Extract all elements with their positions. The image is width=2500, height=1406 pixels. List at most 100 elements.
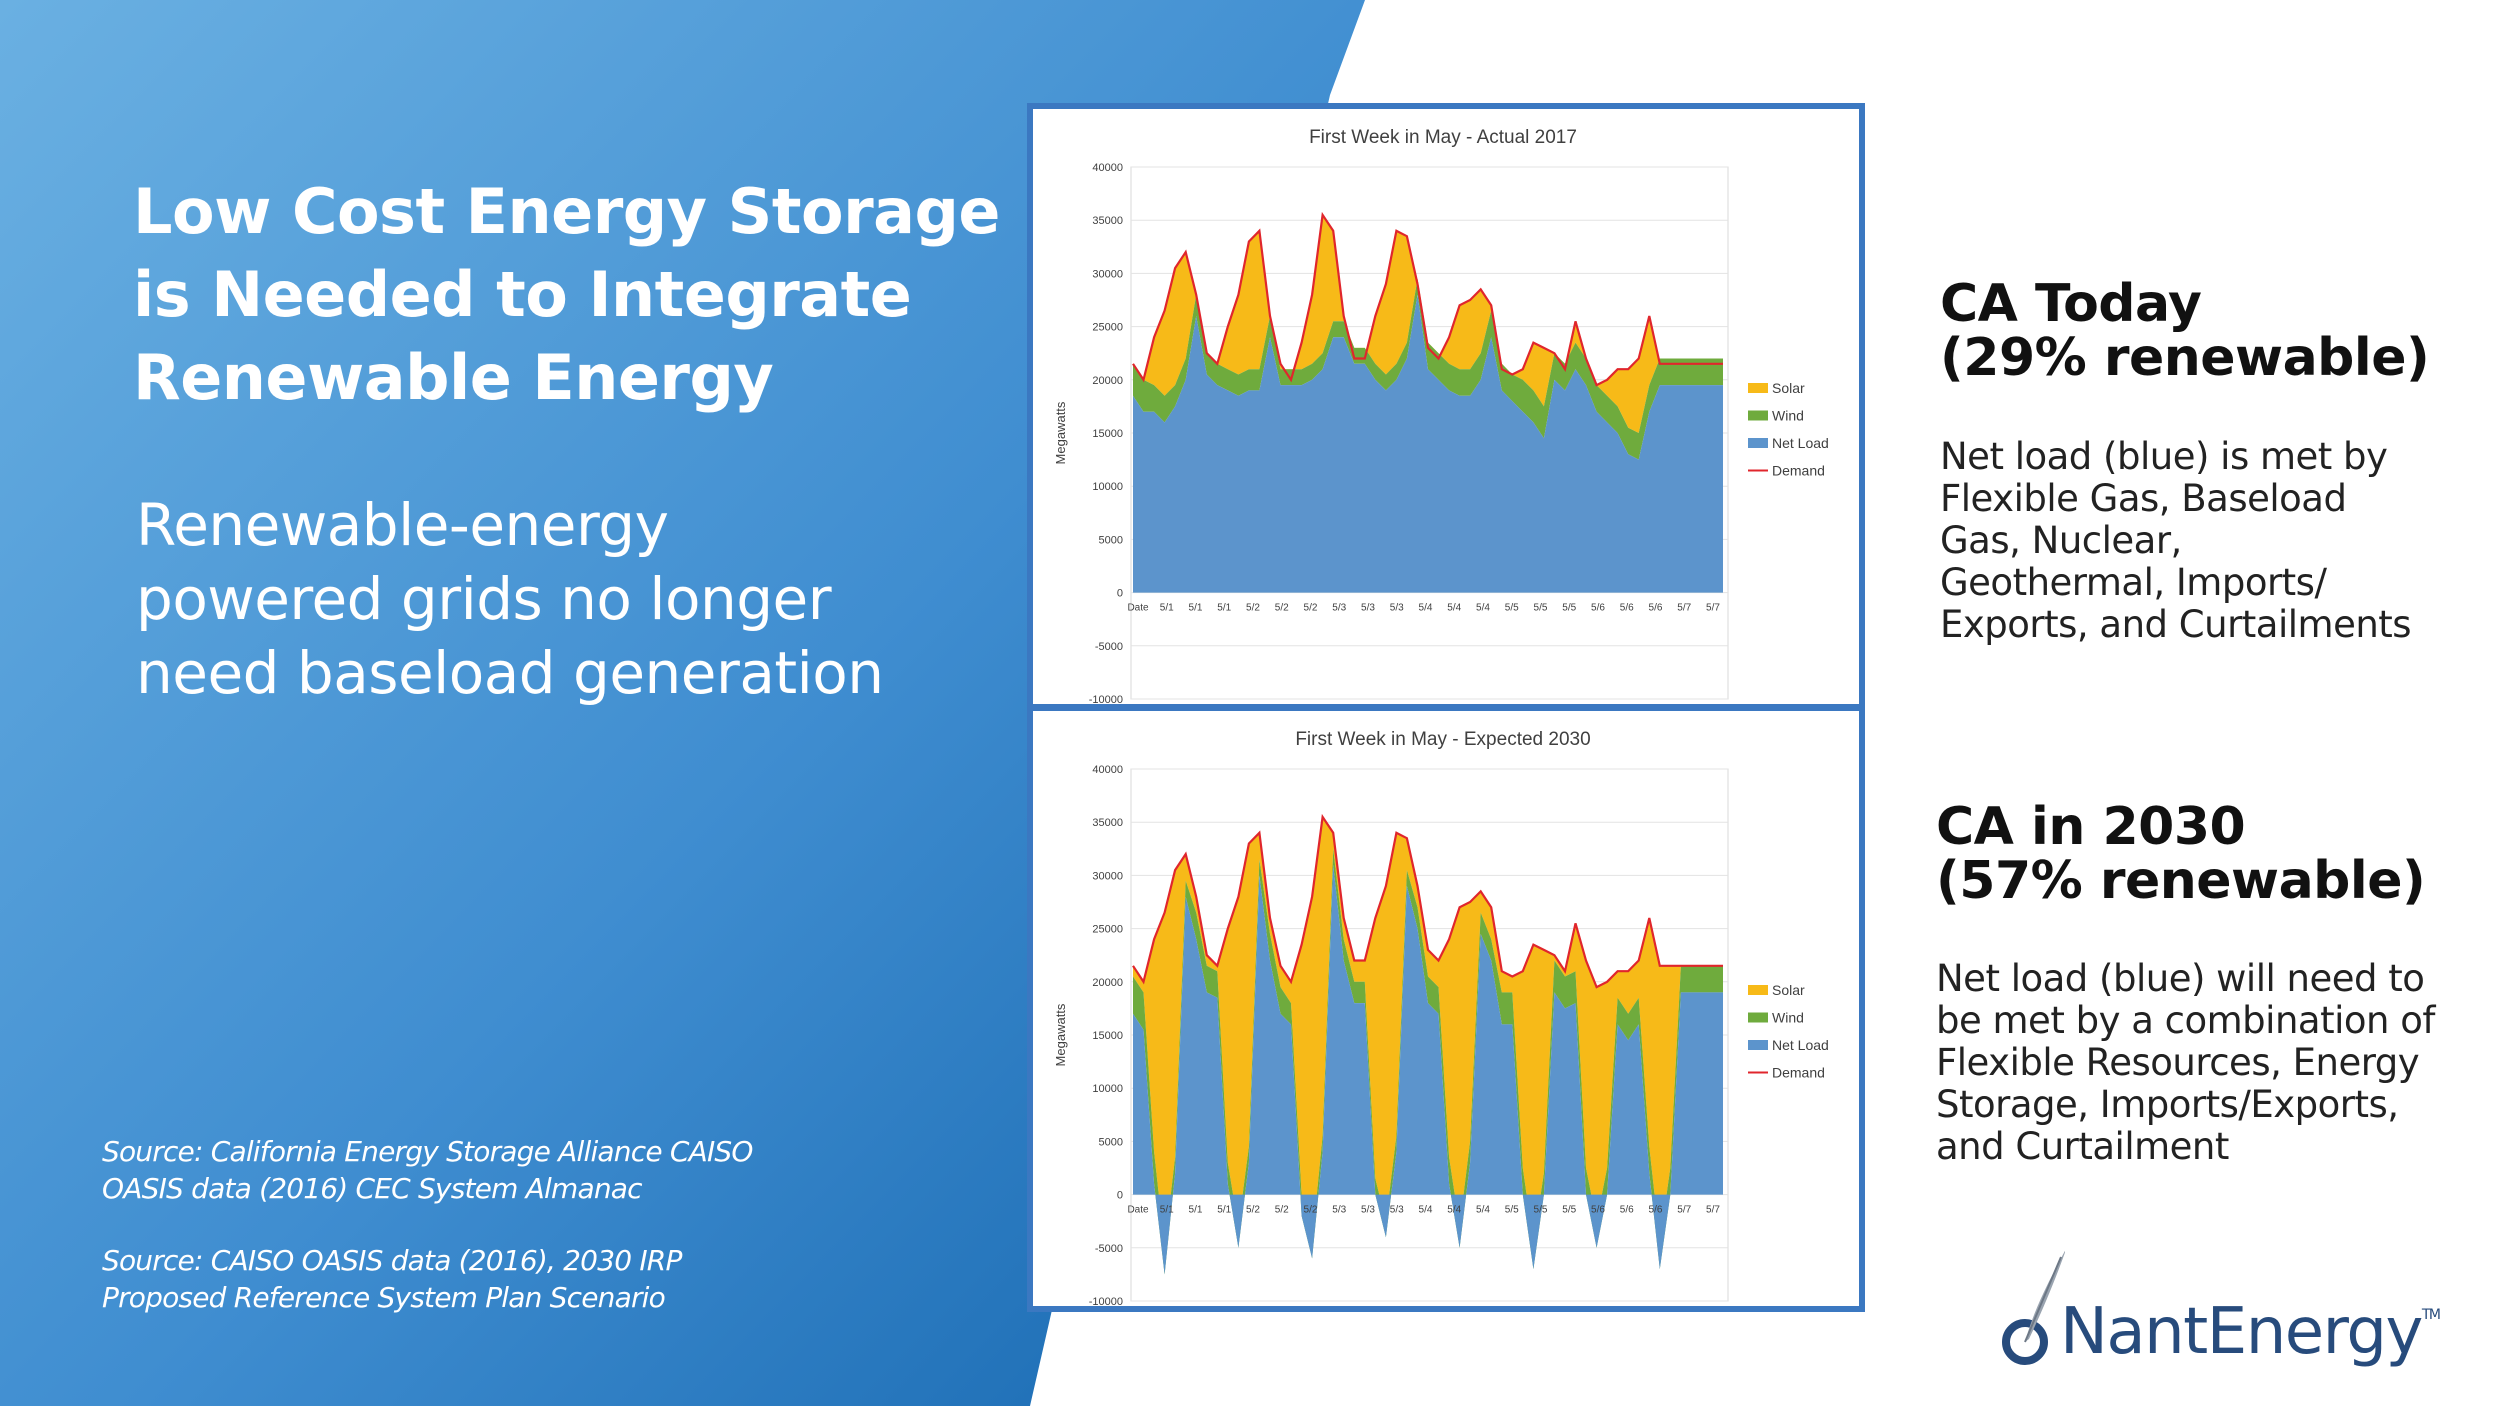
ca-today-desc-line: Flexible Gas, Baseload	[1940, 477, 2347, 520]
subtitle-line-2: powered grids no longer	[136, 565, 832, 633]
headline-line-2: is Needed to Integrate	[133, 258, 912, 331]
subtitle-line-3: need baseload generation	[136, 639, 884, 707]
x-tick-label: 5/5	[1562, 1205, 1576, 1216]
source-2-line-1: Source: CAISO OASIS data (2016), 2030 IR…	[102, 1244, 682, 1277]
chart-expected-2030: First Week in May - Expected 2030 40000 35…	[1053, 729, 1829, 1308]
legend-swatch	[1748, 383, 1768, 393]
x-tick-label: 5/7	[1706, 1205, 1720, 1216]
x-tick-label: 5/2	[1304, 603, 1318, 614]
legend-label: Solar	[1772, 982, 1805, 998]
x-tick-label: 5/3	[1361, 1205, 1375, 1216]
y-tick-label: -5000	[1095, 641, 1123, 653]
y-tick-label: 15000	[1092, 1030, 1123, 1042]
x-tick-label: 5/5	[1534, 603, 1548, 614]
legend-label: Demand	[1772, 463, 1825, 479]
x-tick-label: 5/3	[1390, 603, 1404, 614]
x-tick-label: Date	[1127, 603, 1149, 614]
y-tick-label: 10000	[1092, 1083, 1123, 1095]
chart-panel-2017: First Week in May - Actual 2017 40000 3500…	[1027, 103, 1865, 710]
subtitle: Renewable-energy powered grids no longer…	[136, 488, 1036, 710]
y-tick-label: 35000	[1092, 817, 1123, 829]
y-axis-label: Megawatts	[1053, 401, 1068, 464]
x-tick-label: 5/6	[1620, 1205, 1634, 1216]
y-tick-label: 0	[1117, 1190, 1123, 1202]
x-tick-label: 5/3	[1332, 1205, 1346, 1216]
source-1-line-2: OASIS data (2016) CEC System Almanac	[102, 1172, 643, 1205]
source-1-line-1: Source: California Energy Storage Allian…	[102, 1135, 753, 1168]
ca-2030-title-line-1: CA in 2030	[1936, 797, 2246, 857]
solar-area	[1133, 214, 1723, 433]
x-tick-label: 5/2	[1275, 1205, 1289, 1216]
y-tick-label: 20000	[1092, 375, 1123, 387]
legend-label: Wind	[1772, 408, 1804, 424]
ca-today-desc-line: Geothermal, Imports/	[1940, 561, 2327, 604]
ca-2030-desc-line: Flexible Resources, Energy	[1936, 1041, 2420, 1084]
x-tick-label: 5/1	[1217, 603, 1231, 614]
y-tick-label: 40000	[1092, 764, 1123, 776]
chart-actual-2017: First Week in May - Actual 2017 40000 3500…	[1053, 127, 1829, 706]
logo-name: NantEnergy	[2060, 1295, 2423, 1369]
ca-today-title-line-1: CA Today	[1940, 274, 2202, 334]
ca-today-desc-line: Gas, Nuclear,	[1940, 519, 2182, 562]
ca-today-desc-line: Exports, and Curtailments	[1940, 603, 2412, 646]
x-tick-label: 5/7	[1677, 1205, 1691, 1216]
subtitle-line-1: Renewable-energy	[136, 491, 669, 559]
x-tick-label: 5/6	[1649, 603, 1663, 614]
legend-label: Demand	[1772, 1065, 1825, 1081]
demand-line	[1132, 211, 1723, 387]
x-tick-label: 5/6	[1591, 1205, 1605, 1216]
net-load-area	[1133, 864, 1723, 1275]
y-tick-label: 30000	[1092, 870, 1123, 882]
nantenergy-logo: NantEnergyTM	[1995, 1235, 2455, 1385]
x-tick-label: 5/5	[1505, 1205, 1519, 1216]
demand-line	[1132, 813, 1723, 989]
legend-swatch	[1748, 985, 1768, 995]
feather-o-icon	[2002, 1250, 2065, 1365]
x-tick-label: 5/2	[1246, 1205, 1260, 1216]
legend-label: Solar	[1772, 380, 1805, 396]
chart-title: First Week in May - Expected 2030	[1295, 729, 1590, 750]
x-tick-label: Date	[1127, 1205, 1149, 1216]
y-tick-label: 30000	[1092, 268, 1123, 280]
y-axis-label: Megawatts	[1053, 1003, 1068, 1066]
logo-wordmark: NantEnergyTM	[2060, 1295, 2441, 1369]
y-tick-label: 40000	[1092, 162, 1123, 174]
blue-diagonal-panel	[0, 0, 1365, 1406]
net-load-area	[1133, 294, 1723, 593]
x-tick-label: 5/3	[1332, 603, 1346, 614]
ca-today-description: Net load (blue) is met by Flexible Gas, …	[1940, 435, 2412, 646]
ca-2030-title-line-2: (57% renewable)	[1936, 851, 2426, 911]
x-tick-label: 5/5	[1562, 603, 1576, 614]
headline-line-3: Renewable Energy	[133, 341, 774, 414]
y-tick-label: 35000	[1092, 215, 1123, 227]
x-tick-label: 5/3	[1390, 1205, 1404, 1216]
ca-2030-title: CA in 2030 (57% renewable)	[1936, 797, 2426, 911]
y-tick-label: 10000	[1092, 481, 1123, 493]
x-tick-label: 5/4	[1476, 1205, 1490, 1216]
ca-2030-description: Net load (blue) will need to be met by a…	[1936, 958, 2435, 1168]
legend-swatch	[1748, 410, 1768, 421]
x-tick-label: 5/2	[1275, 603, 1289, 614]
y-tick-label: -5000	[1095, 1243, 1123, 1255]
x-tick-label: 5/4	[1447, 603, 1461, 614]
x-tick-label: 5/2	[1304, 1205, 1318, 1216]
x-tick-label: 5/3	[1361, 603, 1375, 614]
x-tick-label: 5/4	[1419, 603, 1433, 614]
x-tick-label: 5/6	[1620, 603, 1634, 614]
ca-2030-desc-line: be met by a combination of	[1936, 999, 2435, 1042]
y-tick-label: 5000	[1099, 534, 1123, 546]
y-tick-label: 15000	[1092, 428, 1123, 440]
x-tick-label: 5/7	[1706, 603, 1720, 614]
legend-label: Net Load	[1772, 1037, 1829, 1053]
chart-title: First Week in May - Actual 2017	[1309, 127, 1577, 148]
y-tick-label: 5000	[1099, 1136, 1123, 1148]
x-tick-label: 5/4	[1476, 603, 1490, 614]
y-tick-label: -10000	[1089, 1296, 1123, 1306]
x-tick-label: 5/2	[1246, 603, 1260, 614]
y-tick-label: 20000	[1092, 977, 1123, 989]
x-tick-label: 5/5	[1534, 1205, 1548, 1216]
source-2-line-2: Proposed Reference System Plan Scenario	[102, 1281, 666, 1314]
source-note-2: Source: CAISO OASIS data (2016), 2030 IR…	[102, 1242, 682, 1316]
ca-today-desc-line: Net load (blue) is met by	[1940, 435, 2388, 478]
